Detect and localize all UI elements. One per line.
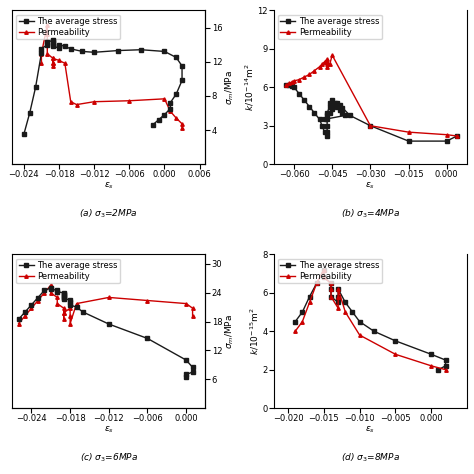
Legend: The average stress, Permeability: The average stress, Permeability [16,15,120,39]
Text: (d) $\sigma_3$=8MP$a$: (d) $\sigma_3$=8MP$a$ [341,451,400,464]
Text: (a) $\sigma_3$=2MP$a$: (a) $\sigma_3$=2MP$a$ [80,207,138,220]
X-axis label: $\varepsilon_s$: $\varepsilon_s$ [104,425,114,435]
Text: (c) $\sigma_3$=6MP$a$: (c) $\sigma_3$=6MP$a$ [80,451,138,464]
Y-axis label: $\sigma_m$/MPa: $\sigma_m$/MPa [224,70,236,105]
Y-axis label: $\sigma_m$/MPa: $\sigma_m$/MPa [224,314,236,349]
Y-axis label: $k$/10$^{-14}$m$^2$: $k$/10$^{-14}$m$^2$ [243,64,255,111]
X-axis label: $\varepsilon_s$: $\varepsilon_s$ [365,425,375,435]
Legend: The average stress, Permeability: The average stress, Permeability [278,258,382,283]
X-axis label: $\varepsilon_s$: $\varepsilon_s$ [365,181,375,191]
Y-axis label: $k$/10$^{-15}$m$^2$: $k$/10$^{-15}$m$^2$ [248,308,261,355]
Legend: The average stress, Permeability: The average stress, Permeability [278,15,382,39]
Text: (b) $\sigma_3$=4MP$a$: (b) $\sigma_3$=4MP$a$ [341,207,400,220]
Legend: The average stress, Permeability: The average stress, Permeability [16,258,120,283]
X-axis label: $\varepsilon_s$: $\varepsilon_s$ [104,181,114,191]
